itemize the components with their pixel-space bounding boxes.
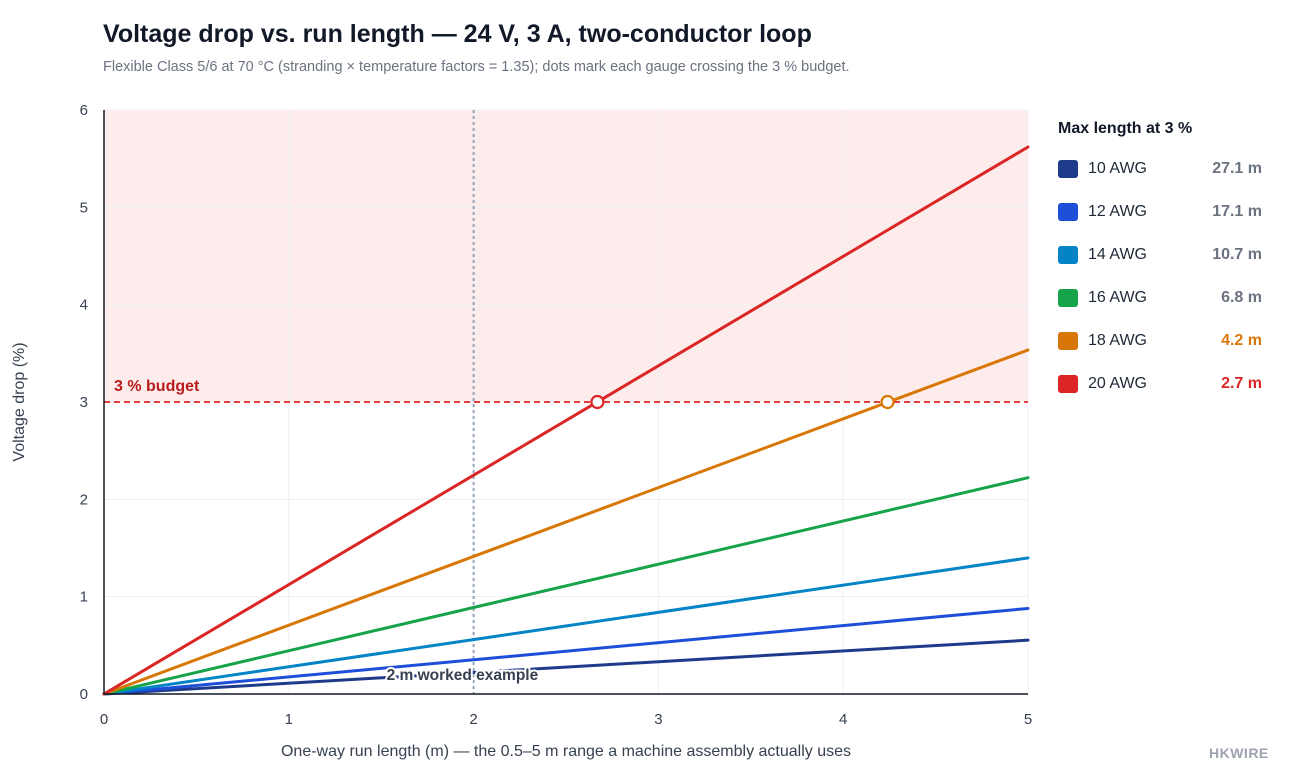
legend-label: 20 AWG bbox=[1088, 375, 1147, 392]
legend-label: 14 AWG bbox=[1088, 246, 1147, 263]
chart-title: Voltage drop vs. run length — 24 V, 3 A,… bbox=[103, 20, 812, 48]
legend-max-length: 2.7 m bbox=[1221, 375, 1262, 392]
legend-label: 16 AWG bbox=[1088, 289, 1147, 306]
legend-max-length: 27.1 m bbox=[1212, 160, 1262, 177]
budget-crossing-dot bbox=[880, 394, 895, 410]
legend-max-length: 4.2 m bbox=[1221, 332, 1262, 349]
legend-item-16-awg: 16 AWG 6.8 m bbox=[1058, 289, 1268, 332]
y-tick-label: 6 bbox=[80, 102, 88, 119]
legend-label: 12 AWG bbox=[1088, 203, 1147, 220]
legend-item-10-awg: 10 AWG 27.1 m bbox=[1058, 160, 1268, 203]
chart-subtitle: Flexible Class 5/6 at 70 °C (stranding ×… bbox=[103, 59, 850, 75]
legend-swatch bbox=[1058, 160, 1078, 178]
y-tick-label: 2 bbox=[80, 491, 88, 508]
legend-item-12-awg: 12 AWG 17.1 m bbox=[1058, 203, 1268, 246]
legend-title: Max length at 3 % bbox=[1058, 120, 1193, 137]
y-tick-label: 5 bbox=[80, 199, 88, 216]
y-axis-label: Voltage drop (%) bbox=[11, 342, 28, 461]
y-tick-label: 1 bbox=[80, 589, 88, 606]
budget-crossing-dot bbox=[590, 394, 605, 410]
x-axis-label: One-way run length (m) — the 0.5–5 m ran… bbox=[281, 743, 851, 760]
budget-exceeded-region bbox=[104, 110, 1028, 402]
legend-label: 18 AWG bbox=[1088, 332, 1147, 349]
series-line-20-awg bbox=[102, 145, 1030, 696]
series-line-14-awg bbox=[102, 556, 1030, 696]
y-tick-label: 3 bbox=[80, 394, 88, 411]
legend-max-length: 10.7 m bbox=[1212, 246, 1262, 263]
x-tick-label: 4 bbox=[839, 711, 847, 728]
reference-line-label: 2 m worked example bbox=[387, 667, 539, 684]
legend-swatch bbox=[1058, 246, 1078, 264]
y-tick-label: 4 bbox=[80, 297, 88, 314]
series-line-16-awg bbox=[102, 476, 1030, 696]
legend-item-20-awg: 20 AWG 2.7 m bbox=[1058, 375, 1268, 418]
legend-max-length: 6.8 m bbox=[1221, 289, 1262, 306]
x-tick-label: 3 bbox=[654, 711, 662, 728]
series-line-12-awg bbox=[102, 606, 1030, 696]
brand-logo-text: HKWIRE bbox=[1209, 745, 1269, 761]
legend-swatch bbox=[1058, 375, 1078, 393]
y-tick-label: 0 bbox=[80, 686, 88, 703]
legend-swatch bbox=[1058, 289, 1078, 307]
budget-label: 3 % budget bbox=[114, 378, 200, 395]
x-tick-label: 0 bbox=[100, 711, 108, 728]
legend-swatch bbox=[1058, 203, 1078, 221]
legend-item-14-awg: 14 AWG 10.7 m bbox=[1058, 246, 1268, 289]
legend-max-length: 17.1 m bbox=[1212, 203, 1262, 220]
legend: Max length at 3 % 10 AWG 27.1 m 12 AWG 1… bbox=[1058, 120, 1268, 418]
legend-swatch bbox=[1058, 332, 1078, 350]
x-tick-label: 5 bbox=[1024, 711, 1032, 728]
legend-label: 10 AWG bbox=[1088, 160, 1147, 177]
x-tick-label: 2 bbox=[469, 711, 477, 728]
series-line-10-awg bbox=[102, 638, 1030, 696]
legend-item-18-awg: 18 AWG 4.2 m bbox=[1058, 332, 1268, 375]
series-line-18-awg bbox=[102, 348, 1030, 696]
x-tick-label: 1 bbox=[285, 711, 293, 728]
